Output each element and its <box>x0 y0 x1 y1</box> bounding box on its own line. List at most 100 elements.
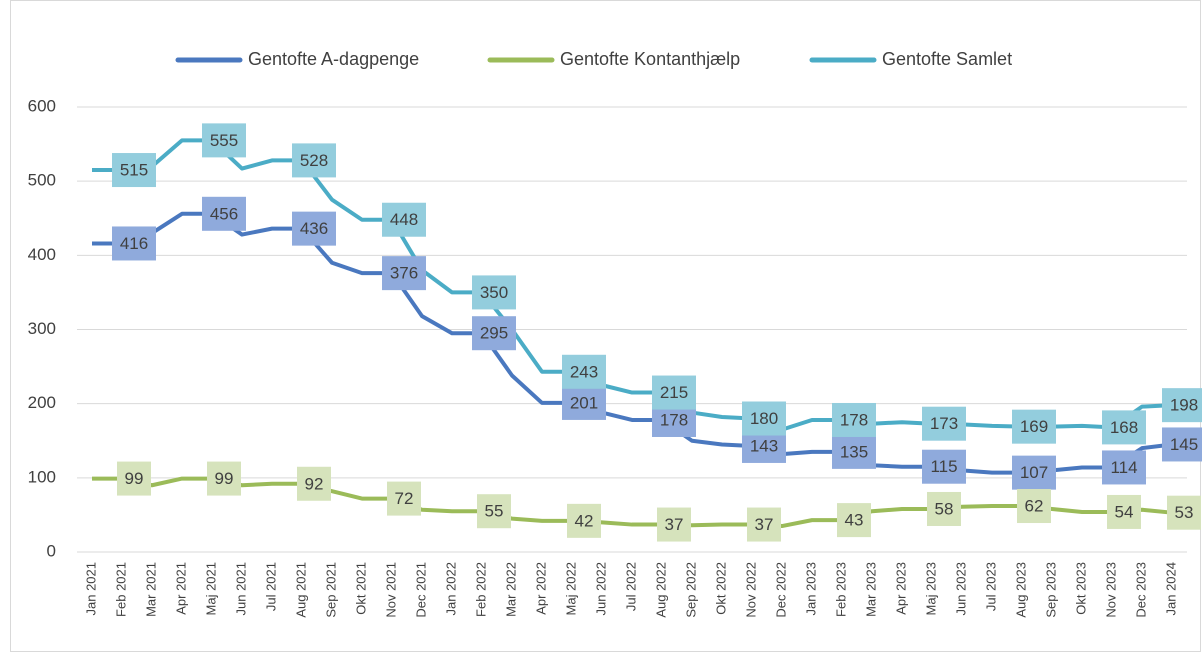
x-tick-label: Jul 2021 <box>263 562 278 611</box>
data-label-box <box>1012 455 1056 490</box>
data-label-box <box>1102 450 1146 485</box>
y-tick-label: 400 <box>28 245 56 264</box>
data-label-box <box>1107 494 1141 529</box>
data-label: 115 <box>930 457 957 476</box>
x-tick-label: Sep 2022 <box>683 562 698 618</box>
data-label: 99 <box>215 469 234 488</box>
data-label-box <box>297 466 331 501</box>
x-tick-label: Aug 2023 <box>1013 562 1028 618</box>
x-tick-label: Nov 2022 <box>743 562 758 618</box>
x-tick-label: Aug 2022 <box>653 562 668 618</box>
x-tick-label: Mar 2021 <box>143 562 158 617</box>
data-label: 135 <box>840 442 868 461</box>
series-line <box>92 211 1173 475</box>
data-label: 114 <box>1110 458 1137 477</box>
data-label: 456 <box>210 204 238 223</box>
x-tick-label: Okt 2021 <box>353 562 368 615</box>
data-label-box <box>922 406 966 441</box>
legend-label: Gentofte Kontanthjælp <box>560 49 740 69</box>
data-label-box <box>1012 409 1056 444</box>
y-tick-label: 100 <box>28 467 56 486</box>
data-label-box <box>922 449 966 484</box>
data-label: 42 <box>575 511 594 530</box>
x-tick-label: Jan 2023 <box>803 562 818 616</box>
data-label: 416 <box>120 234 148 253</box>
data-label: 243 <box>570 362 598 381</box>
data-label: 215 <box>660 383 688 402</box>
x-tick-label: Okt 2023 <box>1073 562 1088 615</box>
x-tick-label: Jun 2023 <box>953 562 968 616</box>
y-tick-label: 0 <box>47 541 56 560</box>
x-tick-label: Apr 2023 <box>893 562 908 615</box>
x-tick-label: Apr 2022 <box>533 562 548 615</box>
data-label: 58 <box>935 499 954 518</box>
data-label-box <box>832 402 876 437</box>
x-tick-label: Sep 2023 <box>1043 562 1058 618</box>
data-label: 436 <box>300 219 328 238</box>
x-tick-label: Maj 2023 <box>923 562 938 615</box>
data-label-box <box>477 494 511 529</box>
data-label: 143 <box>750 436 778 455</box>
x-tick-label: Feb 2022 <box>473 562 488 617</box>
data-label: 515 <box>120 161 148 180</box>
data-label-box <box>927 491 961 526</box>
data-label-box <box>112 153 156 188</box>
data-label-box <box>562 354 606 389</box>
data-label: 107 <box>1020 463 1048 482</box>
data-label: 173 <box>930 414 958 433</box>
series-line <box>92 476 1173 529</box>
x-tick-label: Dec 2022 <box>773 562 788 618</box>
data-label: 54 <box>1115 502 1134 521</box>
x-tick-label: Feb 2021 <box>113 562 128 617</box>
data-label: 180 <box>750 409 778 428</box>
data-label: 376 <box>390 264 418 283</box>
data-label-box <box>567 503 601 538</box>
data-label-box <box>837 503 871 538</box>
x-tick-label: Nov 2021 <box>383 562 398 618</box>
x-tick-label: Dec 2021 <box>413 562 428 618</box>
y-tick-label: 200 <box>28 393 56 412</box>
data-label-box <box>657 507 691 542</box>
x-tick-label: Mar 2022 <box>503 562 518 617</box>
data-label-box <box>202 123 246 158</box>
data-label-box <box>292 143 336 178</box>
data-label-box <box>207 461 241 496</box>
data-label-box <box>387 481 421 516</box>
data-label: 53 <box>1175 503 1194 522</box>
chart-border <box>10 0 1201 652</box>
x-tick-label: Aug 2021 <box>293 562 308 618</box>
x-tick-label: Nov 2023 <box>1103 562 1118 618</box>
x-tick-label: Okt 2022 <box>713 562 728 615</box>
x-tick-label: Mar 2023 <box>863 562 878 617</box>
data-label-box <box>292 211 336 246</box>
data-label-box <box>832 434 876 469</box>
data-label: 169 <box>1020 417 1048 436</box>
data-label-box <box>1162 427 1202 462</box>
data-label-box <box>742 401 786 436</box>
x-tick-label: Sep 2021 <box>323 562 338 618</box>
data-label: 350 <box>480 283 508 302</box>
data-label-box <box>1102 410 1146 445</box>
x-tick-label: Dec 2023 <box>1133 562 1148 618</box>
data-label-box <box>117 461 151 496</box>
x-tick-label: Jan 2022 <box>443 562 458 616</box>
data-label: 62 <box>1025 497 1044 516</box>
y-tick-label: 600 <box>28 96 56 115</box>
data-label: 448 <box>390 210 418 229</box>
x-tick-label: Jan 2024 <box>1163 562 1178 616</box>
data-label: 295 <box>480 324 508 343</box>
data-label: 178 <box>840 410 868 429</box>
x-tick-label: Jul 2023 <box>983 562 998 611</box>
x-tick-label: Jun 2021 <box>233 562 248 616</box>
x-tick-label: Jun 2022 <box>593 562 608 616</box>
data-label: 555 <box>210 131 238 150</box>
data-label-box <box>382 256 426 291</box>
data-label: 92 <box>305 474 324 493</box>
y-tick-label: 300 <box>28 319 56 338</box>
data-label-box <box>562 385 606 420</box>
data-label-box <box>652 375 696 410</box>
data-label: 72 <box>395 489 414 508</box>
data-label-box <box>382 202 426 237</box>
x-tick-label: Maj 2022 <box>563 562 578 615</box>
